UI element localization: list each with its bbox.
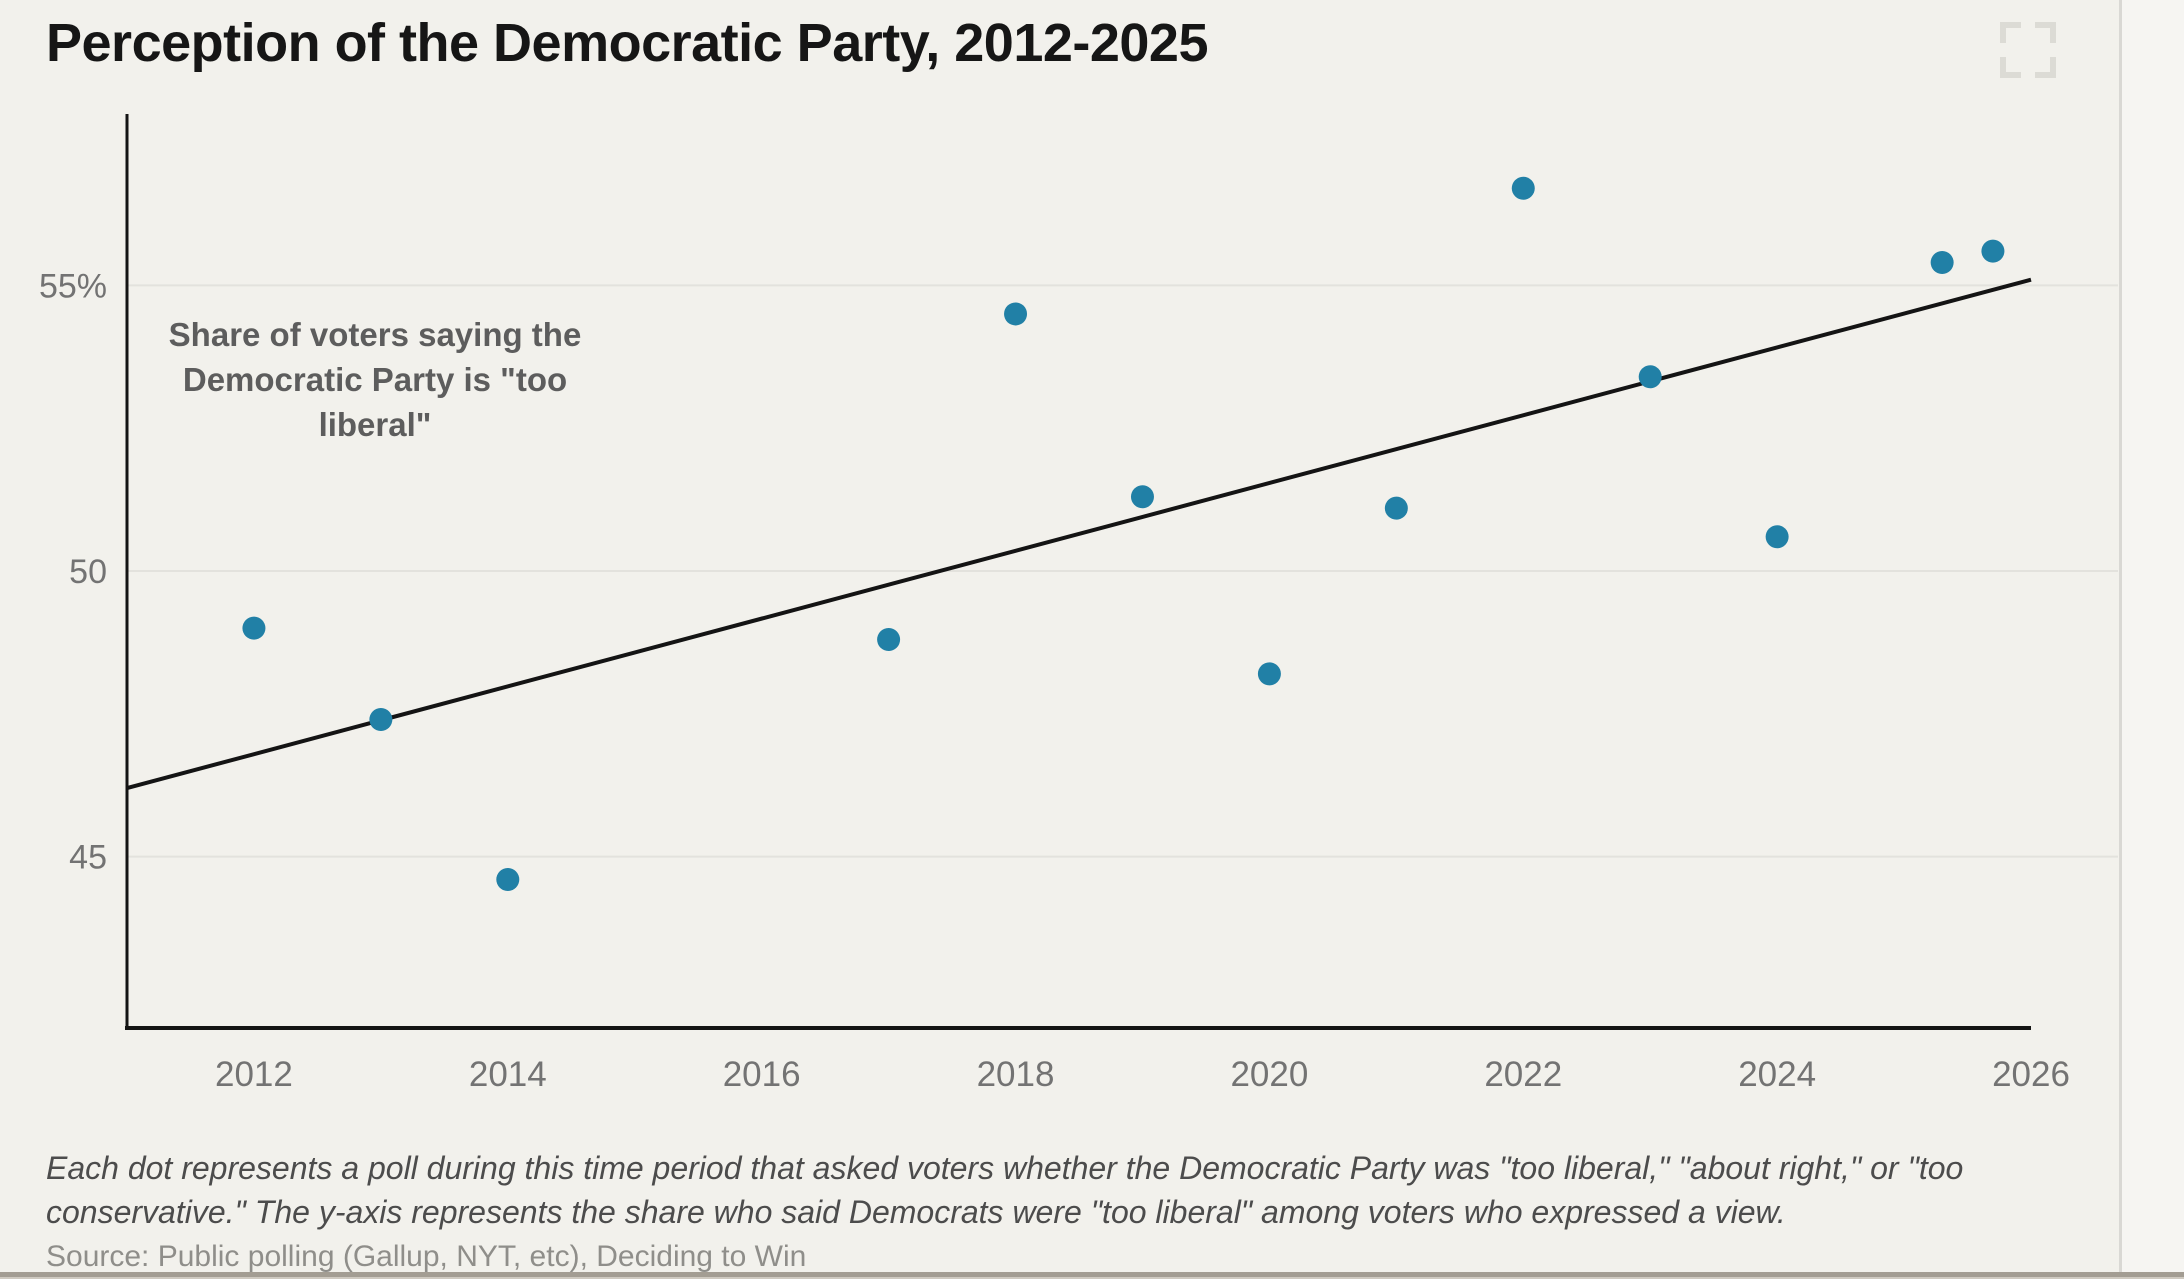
plot-annotation: Share of voters saying the Democratic Pa…	[140, 312, 610, 447]
methodology-note-line: Each dot represents a poll during this t…	[46, 1150, 1964, 1186]
x-tick-label-2020: 2020	[1230, 1055, 1308, 1094]
x-tick-label-2016: 2016	[723, 1055, 801, 1094]
data-point-10[interactable]	[1765, 525, 1789, 549]
scrollbar-track[interactable]	[2122, 0, 2184, 1279]
x-tick-label-2012: 2012	[215, 1055, 293, 1094]
y-tick-label-45: 45	[69, 839, 107, 877]
data-point-5[interactable]	[1130, 485, 1154, 509]
plot-annotation-line: Share of voters saying the	[168, 316, 582, 353]
x-tick-label-2018: 2018	[977, 1055, 1055, 1094]
fullscreen-icon[interactable]	[2000, 22, 2056, 78]
y-tick-label-55: 55%	[39, 267, 107, 305]
x-tick-label-2024: 2024	[1738, 1055, 1816, 1094]
y-tick-label-50: 50	[69, 553, 107, 591]
source-credit: Source: Public polling (Gallup, NYT, etc…	[46, 1240, 807, 1273]
data-point-11[interactable]	[1930, 251, 1954, 275]
fullscreen-icon-corner	[2000, 22, 2021, 43]
chart-title: Perception of the Democratic Party, 2012…	[46, 13, 1209, 73]
trend-line	[126, 277, 2032, 791]
data-point-0[interactable]	[242, 616, 266, 640]
plot-annotation-line: liberal"	[318, 406, 432, 443]
page-bottom-edge-light	[0, 1277, 2184, 1279]
data-point-6[interactable]	[1257, 662, 1281, 686]
data-point-7[interactable]	[1384, 496, 1408, 520]
page-bottom-edge	[0, 1272, 2184, 1277]
data-point-2[interactable]	[496, 867, 520, 891]
methodology-note-line: conservative." The y-axis represents the…	[46, 1194, 1786, 1230]
data-point-3[interactable]	[877, 628, 901, 652]
data-point-8[interactable]	[1511, 176, 1535, 200]
x-tick-label-2022: 2022	[1484, 1055, 1562, 1094]
scrollbar-border	[2119, 0, 2122, 1279]
data-point-9[interactable]	[1638, 365, 1662, 389]
x-tick-label-2014: 2014	[469, 1055, 547, 1094]
plot-annotation-line: Democratic Party is "too	[182, 361, 568, 398]
fullscreen-icon-corner	[2035, 22, 2056, 43]
methodology-note: Each dot represents a poll during this t…	[46, 1146, 2106, 1234]
x-tick-label-2026: 2026	[1992, 1055, 2070, 1094]
fullscreen-icon-corner	[2000, 57, 2021, 78]
data-point-12[interactable]	[1981, 239, 2005, 263]
fullscreen-icon-corner	[2035, 57, 2056, 78]
data-point-4[interactable]	[1004, 302, 1028, 326]
data-point-1[interactable]	[369, 708, 393, 732]
